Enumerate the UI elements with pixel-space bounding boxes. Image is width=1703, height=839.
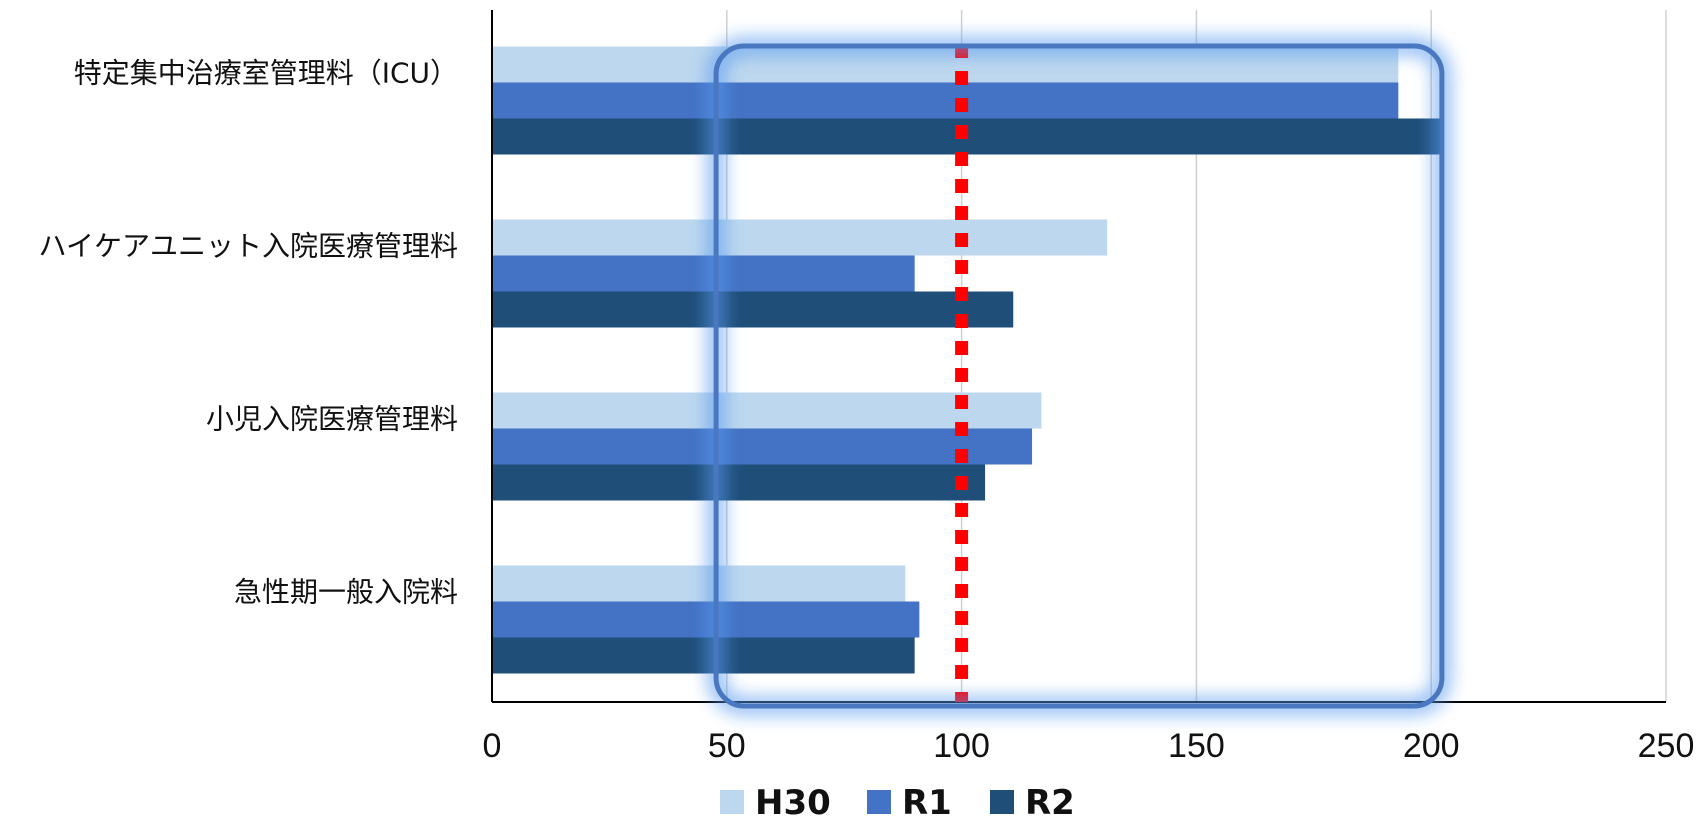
- legend-swatch-R1: [867, 790, 891, 814]
- x-tick-label: 250: [1638, 727, 1695, 765]
- legend-swatch-R2: [990, 790, 1014, 814]
- category-label: 特定集中治療室管理料（ICU）: [74, 57, 458, 90]
- bar-R1-1: [492, 255, 915, 292]
- bar-R2-1: [492, 291, 1014, 328]
- bar-R2-3: [492, 637, 915, 674]
- bar-H30-3: [492, 565, 906, 602]
- category-label: 小児入院医療管理料: [206, 403, 458, 436]
- category-label: ハイケアユニット入院医療管理料: [39, 230, 458, 263]
- bar-R1-0: [492, 82, 1399, 119]
- bar-R1-2: [492, 428, 1033, 465]
- highlight-box: [713, 43, 1445, 709]
- bar-R2-2: [492, 464, 986, 501]
- legend: H30 R1 R2: [720, 783, 1075, 823]
- x-tick-label: 50: [708, 727, 746, 765]
- x-tick-label: 150: [1168, 727, 1225, 765]
- legend-swatch-H30: [720, 790, 744, 814]
- legend-label-H30: H30: [755, 783, 831, 823]
- category-label: 急性期一般入院料: [234, 576, 458, 609]
- highlight-box-group: [708, 38, 1450, 714]
- x-tick-label: 200: [1403, 727, 1460, 765]
- x-tick-label: 100: [933, 727, 990, 765]
- legend-label-R2: R2: [1025, 783, 1075, 823]
- bar-H30-1: [492, 219, 1108, 256]
- labels: 0 50 100 150 200 250 特定集中治療室管理料（ICU） ハイケアユニット入院…: [39, 57, 1695, 766]
- bar-H30-2: [492, 392, 1042, 429]
- legend-label-R1: R1: [902, 783, 952, 823]
- x-tick-label: 0: [483, 727, 502, 765]
- bar-R1-3: [492, 601, 920, 638]
- bars: [492, 46, 1441, 674]
